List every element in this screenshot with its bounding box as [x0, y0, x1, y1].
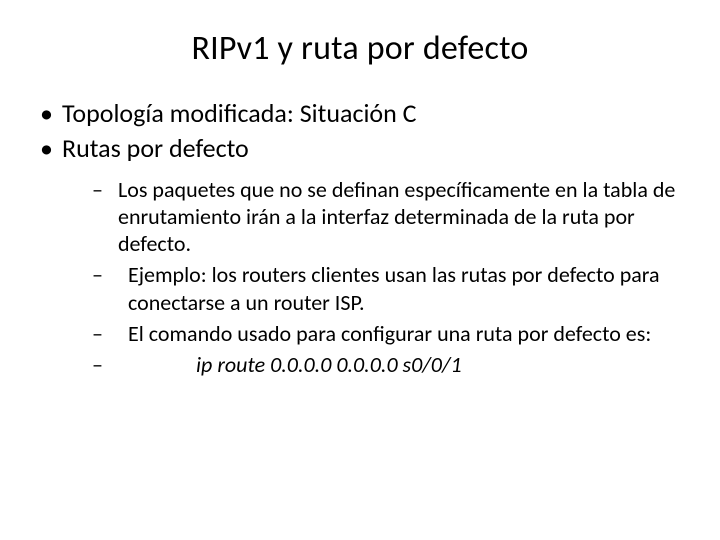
- list-item: ip route 0.0.0.0 0.0.0.0 s0/0/1: [62, 351, 684, 378]
- list-item: Los paquetes que no se definan específic…: [62, 176, 684, 258]
- slide-title: RIPv1 y ruta por defecto: [36, 28, 684, 69]
- command-text: ip route 0.0.0.0 0.0.0.0 s0/0/1: [196, 351, 462, 378]
- list-item-text: El comando usado para configurar una rut…: [128, 320, 651, 347]
- slide: RIPv1 y ruta por defecto Topología modif…: [0, 0, 720, 540]
- list-item: Topología modificada: Situación C: [36, 97, 684, 130]
- list-item: Ejemplo: los routers clientes usan las r…: [62, 261, 684, 316]
- list-item-text: Topología modificada: Situación C: [62, 97, 417, 129]
- bullet-list-l2: Los paquetes que no se definan específic…: [62, 176, 684, 379]
- list-item-text: Ejemplo: los routers clientes usan las r…: [128, 261, 660, 315]
- bullet-list-l1: Topología modificada: Situación C Rutas …: [36, 97, 684, 378]
- list-item: Rutas por defecto Los paquetes que no se…: [36, 132, 684, 378]
- list-item-text: Rutas por defecto: [62, 132, 249, 164]
- list-item-text: Los paquetes que no se definan específic…: [118, 176, 675, 258]
- list-item: El comando usado para configurar una rut…: [62, 320, 684, 347]
